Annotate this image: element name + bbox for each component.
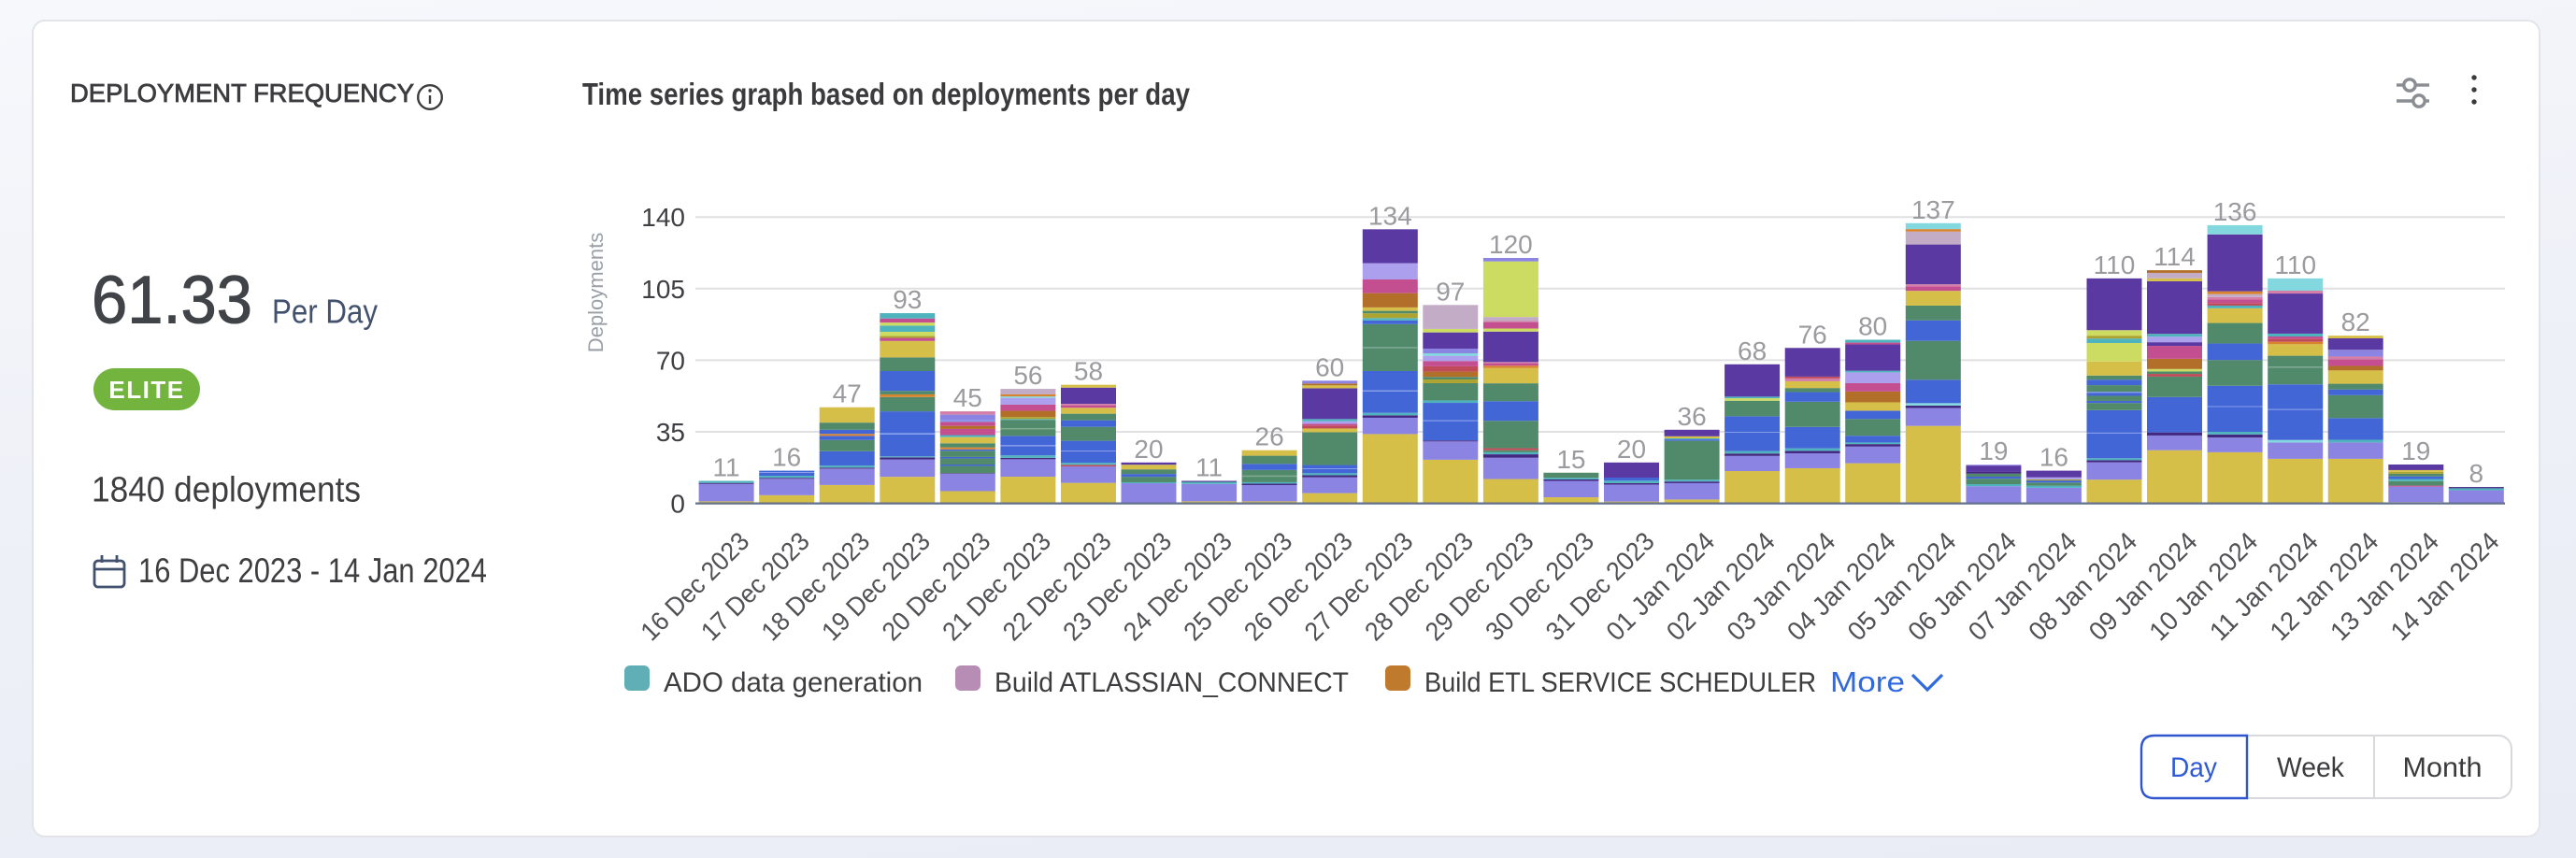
svg-text:More: More bbox=[1830, 665, 1905, 698]
svg-text:Time series graph based on dep: Time series graph based on deployments p… bbox=[582, 77, 1191, 111]
svg-text:16: 16 bbox=[772, 443, 801, 472]
svg-text:76: 76 bbox=[1798, 320, 1827, 349]
svg-text:82: 82 bbox=[2341, 307, 2370, 336]
svg-text:Deployments: Deployments bbox=[584, 233, 608, 352]
svg-text:137: 137 bbox=[1911, 195, 1955, 224]
svg-text:16 Dec 2023 - 14 Jan 2024: 16 Dec 2023 - 14 Jan 2024 bbox=[138, 551, 487, 590]
svg-text:110: 110 bbox=[2274, 250, 2316, 279]
svg-text:61.33: 61.33 bbox=[92, 264, 252, 338]
svg-text:15: 15 bbox=[1556, 445, 1585, 474]
svg-text:19: 19 bbox=[2401, 436, 2430, 465]
svg-text:8: 8 bbox=[2469, 459, 2484, 488]
svg-text:36: 36 bbox=[1678, 402, 1707, 431]
svg-text:26: 26 bbox=[1255, 422, 1284, 451]
svg-text:Month: Month bbox=[2403, 752, 2483, 783]
svg-text:136: 136 bbox=[2213, 197, 2257, 226]
svg-text:20: 20 bbox=[1617, 435, 1646, 464]
svg-text:70: 70 bbox=[656, 346, 685, 375]
svg-text:114: 114 bbox=[2154, 242, 2196, 271]
svg-text:ELITE: ELITE bbox=[108, 376, 184, 404]
svg-text:16: 16 bbox=[2039, 443, 2068, 472]
svg-text:Per Day: Per Day bbox=[272, 293, 378, 331]
svg-text:80: 80 bbox=[1858, 312, 1887, 341]
svg-text:11: 11 bbox=[713, 453, 740, 482]
svg-text:Build ATLASSIAN_CONNECT: Build ATLASSIAN_CONNECT bbox=[995, 667, 1349, 698]
svg-text:97: 97 bbox=[1436, 277, 1465, 306]
svg-text:58: 58 bbox=[1074, 357, 1103, 386]
svg-text:68: 68 bbox=[1738, 336, 1767, 365]
svg-text:110: 110 bbox=[2094, 250, 2136, 279]
svg-text:20: 20 bbox=[1134, 435, 1163, 464]
svg-text:140: 140 bbox=[641, 203, 685, 232]
svg-text:93: 93 bbox=[893, 285, 922, 314]
svg-text:19: 19 bbox=[1979, 436, 2008, 465]
svg-text:1840 deployments: 1840 deployments bbox=[92, 471, 361, 510]
svg-text:120: 120 bbox=[1489, 230, 1533, 259]
svg-text:Day: Day bbox=[2170, 752, 2217, 783]
svg-text:Week: Week bbox=[2277, 752, 2345, 783]
svg-text:DEPLOYMENT FREQUENCY: DEPLOYMENT FREQUENCY bbox=[70, 79, 414, 107]
svg-text:0: 0 bbox=[670, 490, 685, 519]
svg-text:56: 56 bbox=[1013, 361, 1042, 390]
svg-text:ADO data generation: ADO data generation bbox=[664, 667, 923, 698]
svg-text:Build ETL SERVICE SCHEDULER: Build ETL SERVICE SCHEDULER bbox=[1424, 667, 1816, 698]
svg-text:134: 134 bbox=[1368, 201, 1412, 230]
svg-text:105: 105 bbox=[641, 275, 685, 304]
svg-text:45: 45 bbox=[953, 383, 982, 412]
svg-text:60: 60 bbox=[1315, 352, 1344, 381]
svg-text:47: 47 bbox=[833, 379, 862, 408]
svg-text:11: 11 bbox=[1195, 453, 1223, 482]
svg-text:35: 35 bbox=[656, 418, 685, 447]
